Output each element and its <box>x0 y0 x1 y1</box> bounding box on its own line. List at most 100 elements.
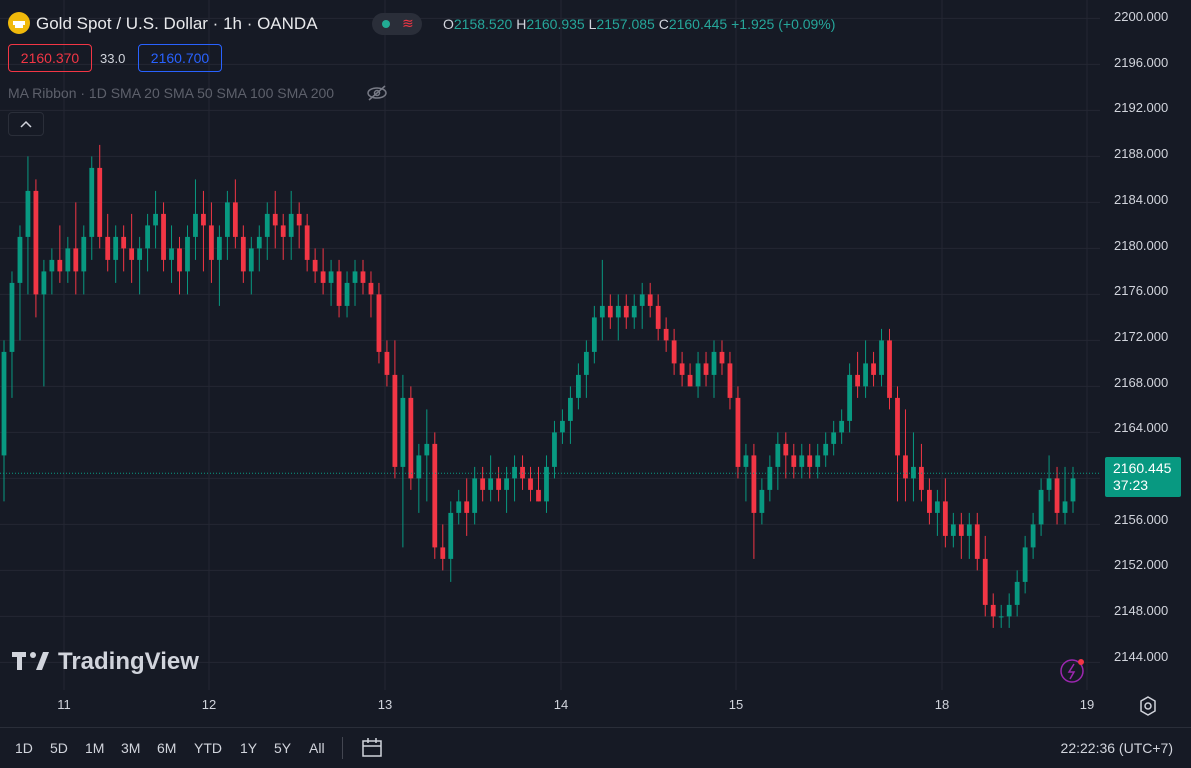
candle-body <box>871 363 876 375</box>
open-label: O <box>443 16 454 32</box>
price-tick-label: 2188.000 <box>1114 146 1169 162</box>
candle <box>408 386 414 490</box>
candle <box>855 351 860 398</box>
buy-button[interactable]: 2160.700 <box>138 44 222 72</box>
candle-body <box>312 259 318 272</box>
candle-body <box>1038 489 1044 525</box>
price-tick-label: 2148.000 <box>1114 603 1169 619</box>
candle <box>942 478 948 548</box>
candle-body <box>328 271 334 283</box>
candle-body <box>727 363 733 398</box>
candle-body <box>544 466 549 502</box>
range-button-1d[interactable]: 1D <box>15 740 33 756</box>
collapse-legend-button[interactable] <box>8 112 44 136</box>
candle-body <box>113 236 119 260</box>
range-button-ytd[interactable]: YTD <box>194 740 222 756</box>
candle-body <box>687 374 693 387</box>
candle <box>615 294 621 341</box>
candle <box>201 190 206 272</box>
candle <box>304 213 310 272</box>
candle <box>544 455 549 513</box>
candle <box>33 179 39 318</box>
market-status-toggle[interactable]: ≋ <box>372 13 422 35</box>
candle <box>312 248 318 283</box>
candle-body <box>679 363 685 375</box>
low-label: L <box>588 16 597 32</box>
candle-body <box>416 455 422 479</box>
candle-body <box>145 225 150 249</box>
candle <box>560 409 565 444</box>
candle <box>472 466 478 525</box>
sell-button[interactable]: 2160.370 <box>8 44 92 72</box>
price-tick-label: 2168.000 <box>1114 374 1169 390</box>
candle-body <box>623 305 629 318</box>
time-axis[interactable]: 11 12 13 14 15 18 19 <box>0 690 1100 720</box>
candle-body <box>799 455 805 467</box>
price-tick-label: 2196.000 <box>1114 54 1169 70</box>
candle <box>982 535 988 617</box>
candle-body <box>823 443 829 456</box>
candle <box>209 202 214 283</box>
candle <box>432 432 438 559</box>
candle <box>177 236 182 295</box>
price-axis[interactable]: 2200.000 2196.000 2192.000 2188.000 2184.000… <box>1100 0 1191 690</box>
candle-body <box>520 466 525 479</box>
candle-body <box>296 213 302 226</box>
candle-body <box>232 202 238 237</box>
candle <box>583 340 589 398</box>
candle-body <box>272 213 278 226</box>
candle-body <box>440 547 446 559</box>
hide-indicator-eye-icon[interactable] <box>366 83 388 108</box>
candle-body <box>153 213 158 226</box>
candle <box>288 190 294 260</box>
candle <box>328 259 334 306</box>
timezone-clock[interactable]: 22:22:36 (UTC+7) <box>1060 740 1173 756</box>
alert-lightning-icon[interactable] <box>1058 656 1088 691</box>
indicator-legend[interactable]: MA Ribbon · 1D SMA 20 SMA 50 SMA 100 SMA… <box>8 85 335 101</box>
range-button-all[interactable]: All <box>309 740 325 756</box>
range-button-5y[interactable]: 5Y <box>274 740 292 756</box>
price-chart[interactable] <box>0 0 1100 690</box>
date-range-calendar-icon[interactable] <box>360 736 384 765</box>
candle <box>376 282 382 364</box>
candle-body <box>384 351 390 375</box>
candle <box>336 259 342 318</box>
candle-body <box>815 455 821 467</box>
chart-settings-gear-icon[interactable] <box>1137 695 1159 722</box>
candle <box>831 420 837 456</box>
candle-body <box>719 351 725 364</box>
candle <box>1054 466 1060 525</box>
close-label: C <box>658 16 669 32</box>
candle <box>607 294 613 329</box>
candle <box>671 328 677 375</box>
candle-body <box>1054 478 1060 513</box>
candle-body <box>408 397 414 479</box>
candle <box>488 455 494 502</box>
price-tick-label: 2200.000 <box>1114 9 1169 24</box>
symbol-title[interactable]: Gold Spot / U.S. Dollar · 1h · OANDA <box>36 14 318 33</box>
last-price-tag: 2160.445 37:23 <box>1105 457 1181 497</box>
range-button-3m[interactable]: 3M <box>121 740 141 756</box>
candle <box>280 213 286 260</box>
time-tick-label: 19 <box>1079 697 1095 712</box>
price-tick-label: 2156.000 <box>1114 511 1169 527</box>
candle <box>41 259 47 387</box>
candle-body <box>1 351 7 456</box>
range-button-1y[interactable]: 1Y <box>240 740 258 756</box>
candle <box>871 351 876 387</box>
candle-body <box>400 397 406 467</box>
range-button-6m[interactable]: 6M <box>157 740 177 756</box>
candle <box>137 236 143 295</box>
candle-body <box>895 397 900 456</box>
candle-body <box>974 524 980 559</box>
candle <box>863 340 868 398</box>
candle <box>384 340 390 387</box>
candle <box>121 225 127 272</box>
range-button-5d[interactable]: 5D <box>50 740 68 756</box>
candle <box>17 225 23 341</box>
candle <box>903 409 908 502</box>
time-tick-label: 13 <box>377 697 393 712</box>
price-tick-label: 2152.000 <box>1114 557 1169 573</box>
market-open-dot-icon <box>382 20 390 28</box>
range-button-1m[interactable]: 1M <box>85 740 105 756</box>
